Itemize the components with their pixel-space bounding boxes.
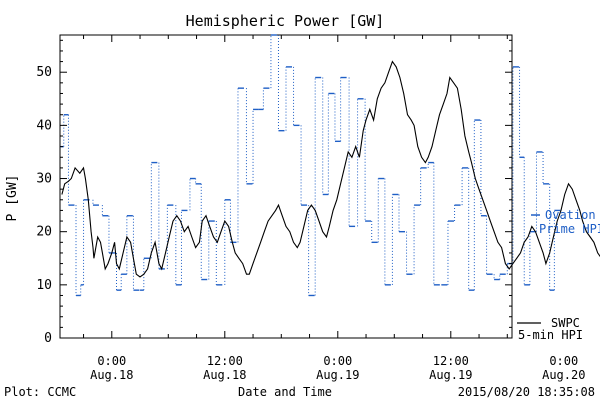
x-axis-ticks: 0:00Aug.1812:00Aug.180:00Aug.1912:00Aug.…: [83, 35, 585, 382]
chart-title: Hemispheric Power [GW]: [186, 12, 385, 30]
swpc-hpi-line: [61, 60, 600, 278]
y-tick-label: 0: [44, 331, 52, 346]
x-tick-time-label: 0:00: [97, 354, 126, 368]
y-tick-label: 20: [36, 225, 52, 240]
x-tick-date-label: Aug.20: [542, 368, 585, 382]
plot-credit: Plot: CCMC: [4, 385, 76, 399]
y-tick-label: 30: [36, 172, 52, 187]
x-tick-time-label: 0:00: [323, 354, 352, 368]
y-tick-label: 50: [36, 65, 52, 80]
y-tick-label: 40: [36, 118, 52, 133]
y-axis-ticks: 0 10 20 30 40 50: [36, 39, 512, 346]
x-tick-time-label: 12:00: [433, 354, 469, 368]
x-tick-date-label: Aug.19: [429, 368, 472, 382]
legend-swpc-line1: SWPC: [551, 316, 580, 330]
legend-swpc-line2: 5-min HPI: [518, 328, 583, 342]
plot-timestamp: 2015/08/20 18:35:08: [458, 385, 595, 399]
legend-ovation-line2: Prime HPI: [539, 222, 600, 236]
ovation-prime-series: [60, 34, 561, 297]
y-axis-label: P [GW]: [5, 175, 20, 222]
x-tick-date-label: Aug.18: [203, 368, 246, 382]
x-tick-time-label: 12:00: [207, 354, 243, 368]
y-tick-label: 10: [36, 278, 52, 293]
plot-frame: [59, 34, 513, 339]
legend-ovation-line1: Ovation: [545, 208, 596, 222]
x-axis-label: Date and Time: [238, 385, 332, 399]
x-tick-time-label: 0:00: [549, 354, 578, 368]
x-tick-date-label: Aug.19: [316, 368, 359, 382]
x-tick-date-label: Aug.18: [90, 368, 133, 382]
